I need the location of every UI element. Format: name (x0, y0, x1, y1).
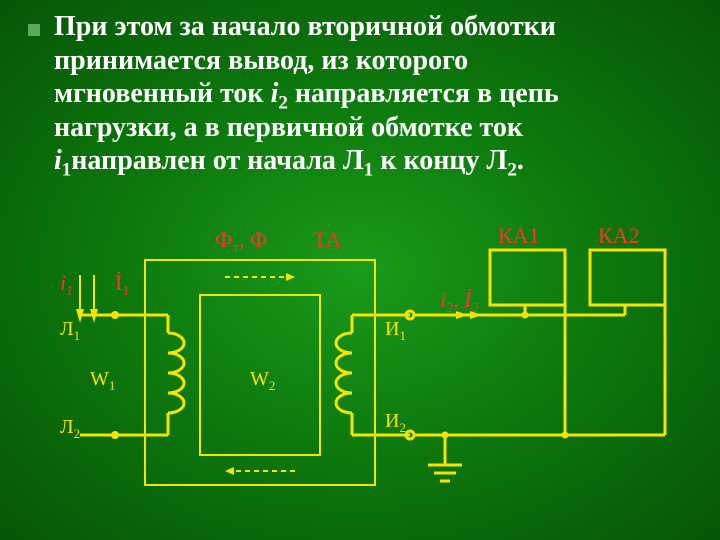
node-branch-top (522, 312, 529, 319)
label-W2: W2 (250, 368, 275, 393)
label-I2u: И2 (385, 410, 406, 435)
label-L2: Л2 (60, 416, 80, 441)
bullet-item: При этом за начало вторичной обмотки при… (28, 10, 695, 178)
t-line1: При этом за начало вторичной обмотки (54, 11, 556, 42)
transformer-diagram: Фт, Ф ТА (60, 215, 700, 530)
t-line4: нагрузки, а в первичной обмотке ток (54, 112, 523, 143)
prim-loop4 (168, 393, 184, 413)
label-phi: Фт, Ф (215, 227, 267, 256)
flux-arrowhead-top (286, 273, 295, 281)
t-sub1: 1 (62, 160, 72, 181)
t-i1: i (54, 145, 62, 176)
prim-loop1 (168, 333, 184, 353)
sec-loop4 (336, 393, 352, 413)
label-W1: W1 (90, 368, 115, 393)
label-I1u: И1 (385, 318, 406, 343)
prim-loop3 (168, 373, 184, 393)
t-line5b: направлен от начала Л (71, 145, 364, 176)
diagram-svg: Фт, Ф ТА (60, 215, 700, 525)
paragraph: При этом за начало вторичной обмотки при… (54, 10, 559, 178)
label-TA: ТА (313, 227, 341, 252)
prim-loop2 (168, 353, 184, 373)
t-line3b: направляется в цепь (288, 78, 559, 109)
i2-arrow1 (456, 311, 468, 319)
label-L1: Л1 (60, 318, 80, 343)
t-dot: . (517, 145, 524, 176)
label-ka1: КА1 (498, 223, 540, 248)
node-L1 (111, 311, 119, 319)
relay-ka2 (590, 250, 665, 305)
relay-ka1 (490, 250, 565, 305)
node-L2 (111, 431, 119, 439)
node-branch-bot1 (562, 432, 569, 439)
sec-loop2 (336, 353, 352, 373)
label-ka2: КА2 (598, 223, 640, 248)
t-subL2: 2 (507, 160, 517, 181)
text-block: При этом за начало вторичной обмотки при… (28, 10, 695, 178)
bullet-square (28, 24, 40, 36)
label-i1: i1 (60, 270, 73, 299)
t-line3a: мгновенный ток (54, 78, 271, 109)
label-I1dot: İ1 (115, 270, 129, 299)
t-subL1: 1 (364, 160, 374, 181)
t-sub2: 2 (278, 93, 288, 114)
sec-loop3 (336, 373, 352, 393)
t-line2: принимается вывод, из которого (54, 45, 468, 76)
t-line5c: к концу Л (373, 145, 507, 176)
flux-arrowhead-bot (225, 467, 234, 475)
label-i2: i2, İ2 (440, 287, 478, 316)
sec-loop1 (336, 333, 352, 353)
